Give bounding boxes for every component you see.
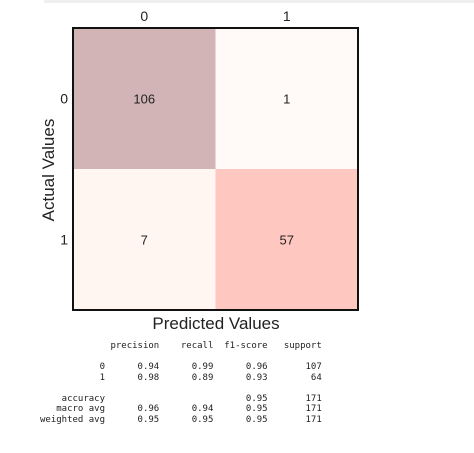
y-tick-label: 0 [60, 91, 68, 107]
heatmap-cell-0-1 [215, 28, 358, 169]
cell-value-1-0: 7 [141, 233, 148, 248]
x-tick-label: 1 [283, 8, 291, 24]
heatmap-cell-1-1 [215, 169, 358, 310]
x-tick-label: 0 [140, 8, 148, 24]
top-divider [44, 0, 474, 3]
heatmap-cell-0-0 [73, 28, 216, 169]
heatmap-cells: 106 1 7 57 [73, 28, 358, 310]
heatmap-ticks: 0 1 0 1 [60, 8, 291, 248]
heatmap-frame [72, 27, 359, 311]
confusion-matrix-heatmap: 106 1 7 57 0 1 0 1 Predicted Values Actual Val… [39, 8, 359, 333]
heatmap-cell-1-0 [73, 169, 216, 310]
cell-value-1-1: 57 [280, 233, 294, 248]
x-axis-label: Predicted Values [152, 314, 279, 333]
y-tick-label: 1 [60, 232, 68, 248]
cell-value-0-1: 1 [283, 92, 290, 107]
classification-report: precision recall f1-score support 0 0.94… [40, 341, 322, 425]
cell-value-0-0: 106 [133, 92, 155, 107]
y-axis-label: Actual Values [39, 119, 58, 222]
